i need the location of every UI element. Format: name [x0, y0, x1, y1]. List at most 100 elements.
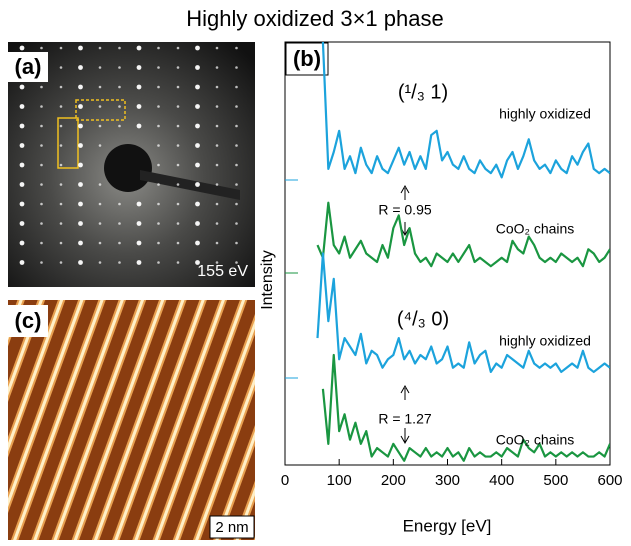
data-line — [316, 201, 610, 268]
leed-spot — [19, 182, 25, 187]
leed-spot — [195, 84, 200, 90]
series-label: highly oxidized — [499, 333, 591, 349]
leed-spot — [136, 201, 142, 207]
arrow — [400, 384, 410, 445]
plot-panel: (b) Energy [eV] Intensity 0 100 200 300 400 5… — [259, 41, 623, 535]
leed-spot — [59, 202, 63, 206]
leed-spot — [157, 241, 160, 245]
leed-spot — [195, 45, 200, 51]
leed-spot — [40, 222, 43, 225]
series — [316, 201, 610, 268]
leed-spot — [118, 241, 121, 245]
leed-spot — [215, 261, 219, 264]
series-label: CoO₂ chains — [496, 221, 575, 237]
leed-spot — [215, 144, 219, 147]
leed-spot — [195, 143, 200, 148]
leed-spot — [235, 261, 238, 264]
annotation: R = 1.27 — [378, 411, 432, 427]
leed-spot — [157, 46, 160, 50]
leed-spot — [98, 261, 102, 264]
leed-spot — [176, 163, 180, 167]
leed-spot — [40, 46, 43, 50]
leed-spot — [136, 260, 142, 265]
leed-spot — [118, 124, 121, 128]
leed-spot — [78, 104, 83, 109]
leed-spot — [215, 105, 219, 108]
x-tick-label: 300 — [435, 472, 460, 489]
leed-spot — [118, 66, 121, 69]
beam-stop-arm — [140, 170, 240, 200]
leed-spot — [78, 260, 83, 265]
leed-spot — [215, 163, 219, 167]
leed-spot — [176, 241, 180, 245]
leed-spot — [118, 261, 121, 264]
leed-spot — [98, 241, 102, 245]
panel-label: (c) — [15, 308, 42, 333]
highlight-box — [57, 117, 79, 169]
panel-label: (b) — [293, 46, 321, 71]
leed-spot — [136, 45, 142, 51]
beam-stop — [104, 144, 152, 192]
data-line — [321, 353, 610, 462]
leed-spot — [157, 202, 160, 206]
leed-spot — [235, 105, 238, 108]
leed-spot — [195, 65, 200, 70]
x-tick-label: 600 — [597, 472, 622, 489]
leed-spot — [176, 202, 180, 206]
annotation: (⁴/₃ 0) — [397, 308, 449, 330]
leed-spot — [195, 201, 200, 207]
leed-spot — [235, 124, 238, 128]
leed-spot — [176, 222, 180, 225]
leed-spot — [59, 85, 63, 89]
leed-spot — [19, 201, 25, 207]
leed-spot — [98, 66, 102, 69]
leed-spot — [98, 144, 102, 147]
leed-spot — [40, 261, 43, 264]
series-label: CoO₂ chains — [496, 432, 575, 448]
annotation: (¹/₃ 1) — [398, 81, 448, 103]
leed-spot — [215, 202, 219, 206]
series — [321, 353, 610, 462]
data-line — [316, 252, 610, 374]
leed-spot — [176, 105, 180, 108]
annotation: R = 0.95 — [378, 202, 432, 218]
panel-label: (a) — [15, 54, 42, 79]
leed-spot — [98, 183, 102, 186]
leed-spot — [19, 143, 25, 148]
series — [321, 42, 610, 179]
data-line — [321, 42, 610, 179]
leed-spot — [157, 261, 160, 264]
leed-spot — [40, 241, 43, 245]
leed-spot — [136, 84, 142, 90]
leed-spot — [235, 66, 238, 69]
leed-spot — [19, 104, 25, 109]
leed-spot — [157, 144, 160, 147]
leed-spot — [235, 183, 238, 186]
leed-spot — [136, 65, 142, 70]
series-label: highly oxidized — [499, 106, 591, 122]
leed-spot — [40, 124, 43, 128]
leed-spot — [157, 183, 160, 186]
leed-spot — [157, 124, 160, 128]
x-tick-label: 400 — [489, 472, 514, 489]
leed-spot — [98, 124, 102, 128]
leed-spot — [78, 84, 83, 90]
leed-spot — [176, 66, 180, 69]
leed-spot — [78, 240, 83, 246]
leed-spot — [118, 46, 121, 50]
leed-spot — [235, 85, 238, 89]
leed-spot — [40, 163, 43, 167]
energy-label: 155 eV — [197, 263, 248, 280]
leed-spot — [215, 241, 219, 245]
leed-spot — [78, 143, 83, 148]
leed-spot — [136, 221, 142, 226]
leed-spot — [136, 240, 142, 246]
x-tick-label: 500 — [543, 472, 568, 489]
leed-spot — [176, 46, 180, 50]
leed-spot — [215, 46, 219, 50]
leed-spot — [19, 123, 25, 129]
leed-spot — [78, 65, 83, 70]
leed-panel: (a) 155 eV — [8, 42, 255, 287]
label-box — [285, 42, 329, 76]
